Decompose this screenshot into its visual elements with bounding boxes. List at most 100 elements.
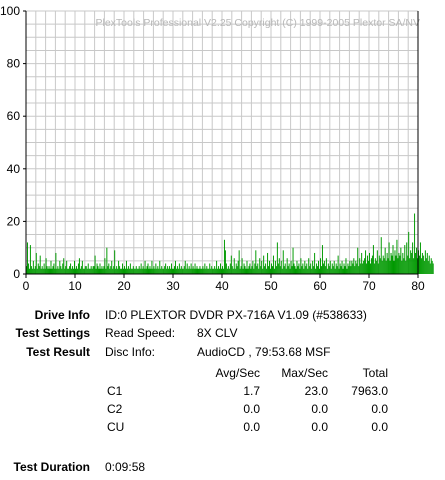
c1-bar	[180, 266, 182, 274]
c1-bar	[376, 250, 378, 274]
c1-bar	[244, 266, 246, 274]
c1-bar	[174, 260, 176, 274]
c1-bar	[196, 266, 198, 274]
c1-bar	[75, 266, 77, 274]
c1-bar	[405, 260, 407, 274]
c1-bar	[81, 260, 83, 274]
c1-bar	[168, 268, 170, 274]
c1-bar	[334, 268, 336, 274]
c1-bar	[340, 266, 342, 274]
row-c2-max: 0.0	[311, 402, 328, 416]
c1-bar	[59, 260, 61, 274]
c1-bar	[88, 268, 90, 274]
c1-bar	[130, 268, 132, 274]
c1-bar	[312, 260, 314, 274]
c1-bar	[68, 268, 70, 274]
c1-bar	[100, 268, 102, 274]
c1-bar	[155, 263, 157, 274]
chart-watermark: PlexTools Professional V2.25 Copyright (…	[96, 17, 421, 29]
c1-bar	[30, 266, 32, 274]
c1-bar	[219, 268, 221, 274]
c1-bar	[422, 255, 424, 274]
c1-bar	[319, 268, 320, 274]
c1-bar	[310, 263, 312, 274]
c1-bar	[53, 263, 55, 274]
c1-bar	[426, 252, 428, 274]
c1-bar	[240, 266, 242, 274]
c1-bar	[377, 263, 379, 274]
c1-bar	[197, 268, 199, 274]
x-tick-label: 50	[264, 279, 278, 293]
c1-bar	[223, 239, 225, 274]
c1-bar	[313, 266, 315, 274]
c1-bar	[90, 266, 92, 274]
c1-bar	[418, 255, 420, 274]
c1-bar	[185, 268, 187, 274]
c1-bar	[67, 268, 69, 274]
c1-bar	[295, 268, 297, 274]
c1-bar	[114, 250, 116, 274]
c1-bar	[134, 268, 136, 274]
x-tick-label: 0	[23, 279, 30, 293]
c1-bar	[235, 263, 237, 274]
c1-bar	[126, 268, 128, 274]
c1-bar	[66, 260, 68, 274]
c1-bar	[172, 268, 173, 274]
c1-bar	[291, 266, 293, 274]
c1-bar	[406, 242, 408, 274]
c1-bar	[143, 268, 145, 274]
c1-bar	[246, 260, 248, 274]
c1-bar	[236, 266, 238, 274]
c1-bar	[211, 266, 213, 274]
c1-bar	[136, 268, 138, 274]
c1-bar	[60, 266, 62, 274]
c1-bar	[71, 268, 73, 274]
c1-bar	[177, 268, 179, 274]
x-tick-label: 40	[215, 279, 229, 293]
c1-bar	[271, 263, 272, 274]
c1-bar	[241, 258, 243, 274]
c1-bar	[350, 266, 352, 274]
c1-bar	[142, 266, 144, 274]
c1-bar	[128, 268, 130, 274]
c1-bar	[145, 268, 147, 274]
y-tick-label: 80	[7, 57, 21, 71]
c1-bar	[222, 268, 224, 274]
c1-bar	[86, 268, 88, 274]
c1-bar	[292, 247, 294, 274]
c1-bar	[293, 263, 295, 274]
c1-bar	[366, 263, 368, 274]
c1-bar	[296, 260, 298, 274]
test-result-label: Test Result	[26, 345, 90, 359]
c1-bar	[215, 268, 217, 274]
c1-bar	[103, 266, 105, 274]
c1-bar	[190, 263, 192, 274]
c1-bar	[28, 268, 30, 274]
c1-bar	[218, 266, 220, 274]
c1-bar	[32, 260, 34, 274]
c1-bar	[61, 268, 63, 274]
c1-bar	[191, 268, 193, 274]
c1-bar	[76, 268, 78, 274]
c1-bar	[48, 266, 50, 274]
c1-bar	[106, 247, 108, 274]
c1-bar	[181, 268, 183, 274]
c1-bar	[65, 266, 67, 274]
c1-bar	[62, 263, 64, 274]
c1-bar	[179, 268, 181, 274]
c1-bar	[193, 268, 195, 274]
y-tick-labels: 0 20 40 60 80 100	[0, 4, 20, 281]
c1-bar	[341, 260, 343, 274]
c1-bar	[250, 268, 252, 274]
c1-bar	[390, 252, 392, 274]
c1-bar	[252, 260, 254, 274]
col-header-total: Total	[362, 366, 388, 380]
c1-bar	[273, 268, 275, 274]
c1-bar	[421, 252, 423, 274]
c1-bar	[382, 255, 384, 274]
c1-bar	[77, 263, 79, 274]
c1-bar	[367, 255, 369, 274]
c1-bar	[251, 266, 253, 274]
c1-bar	[31, 268, 33, 274]
row-cu-name: CU	[107, 420, 125, 434]
